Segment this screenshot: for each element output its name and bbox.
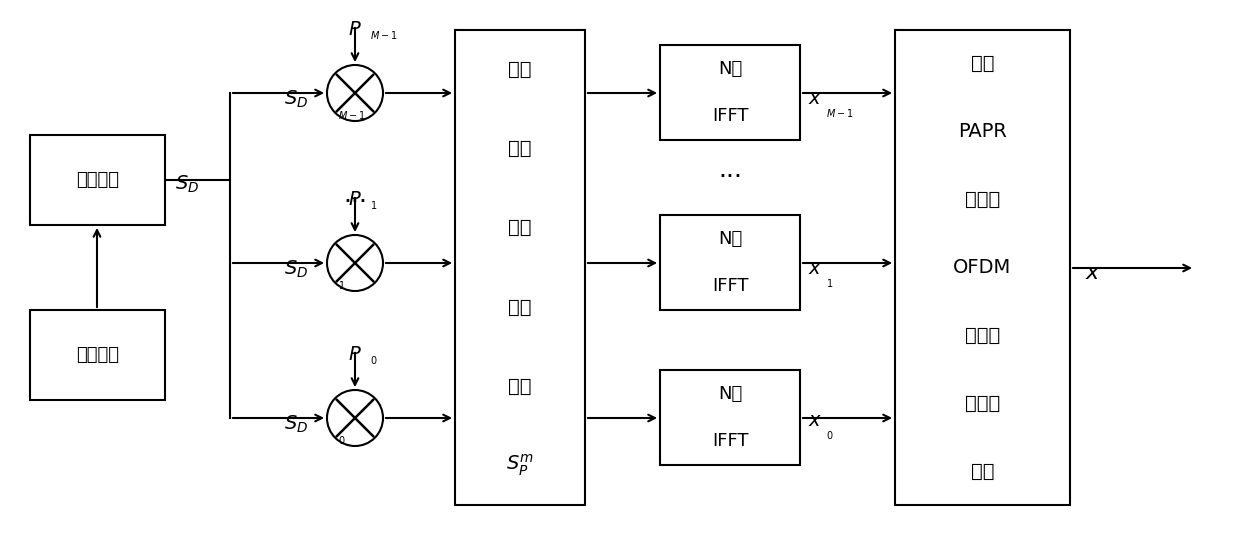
Text: $S_D$: $S_D$ <box>284 89 308 110</box>
Text: N点: N点 <box>718 230 742 248</box>
Text: 添加: 添加 <box>508 60 532 79</box>
Text: PAPR: PAPR <box>959 123 1007 141</box>
Circle shape <box>327 390 383 446</box>
Circle shape <box>327 65 383 121</box>
Text: $x$: $x$ <box>1085 263 1101 283</box>
Text: $^0$: $^0$ <box>826 431 833 445</box>
Text: 为传输: 为传输 <box>965 394 1001 412</box>
Text: $^{M-1}$: $^{M-1}$ <box>339 111 366 125</box>
Text: $x$: $x$ <box>808 411 822 430</box>
Text: N点: N点 <box>718 60 742 78</box>
Text: $x$: $x$ <box>808 259 822 278</box>
Text: 正交: 正交 <box>508 139 532 158</box>
Text: $S_D$: $S_D$ <box>175 174 200 195</box>
Text: $^1$: $^1$ <box>339 281 346 295</box>
Text: 导频: 导频 <box>508 297 532 317</box>
Text: $P$: $P$ <box>348 345 362 364</box>
Text: ...: ... <box>718 158 742 182</box>
Text: ...: ... <box>343 183 367 207</box>
Text: $^{M-1}$: $^{M-1}$ <box>826 109 853 123</box>
Text: $^0$: $^0$ <box>370 356 378 370</box>
Text: N点: N点 <box>718 385 742 403</box>
Text: $^1$: $^1$ <box>370 201 377 215</box>
Text: 梳状: 梳状 <box>508 218 532 238</box>
Text: $P$: $P$ <box>348 190 362 209</box>
Text: IFFT: IFFT <box>712 277 748 295</box>
Bar <box>895 30 1070 505</box>
Text: $S_D$: $S_D$ <box>284 414 308 435</box>
Bar <box>660 45 800 140</box>
Text: 串并转换: 串并转换 <box>76 171 119 189</box>
Text: IFFT: IFFT <box>712 107 748 125</box>
Text: 序列: 序列 <box>508 377 532 396</box>
Text: 最小的: 最小的 <box>965 190 1001 209</box>
Text: 符号作: 符号作 <box>965 326 1001 345</box>
Bar <box>660 215 800 310</box>
Text: $S_D$: $S_D$ <box>284 259 308 280</box>
Bar <box>455 30 585 505</box>
Text: 选择: 选择 <box>971 55 994 73</box>
Text: $^0$: $^0$ <box>339 436 346 450</box>
Text: 符号: 符号 <box>971 462 994 480</box>
Text: 输入数据: 输入数据 <box>76 346 119 364</box>
Text: $x$: $x$ <box>808 89 822 108</box>
Bar <box>30 135 165 225</box>
Text: $^1$: $^1$ <box>826 279 833 293</box>
Circle shape <box>327 235 383 291</box>
Text: OFDM: OFDM <box>954 258 1012 277</box>
Bar <box>30 310 165 400</box>
Bar <box>660 370 800 465</box>
Text: $S_P^m$: $S_P^m$ <box>506 453 534 478</box>
Text: IFFT: IFFT <box>712 432 748 450</box>
Text: $P$: $P$ <box>348 20 362 39</box>
Text: $^{M-1}$: $^{M-1}$ <box>370 31 398 45</box>
